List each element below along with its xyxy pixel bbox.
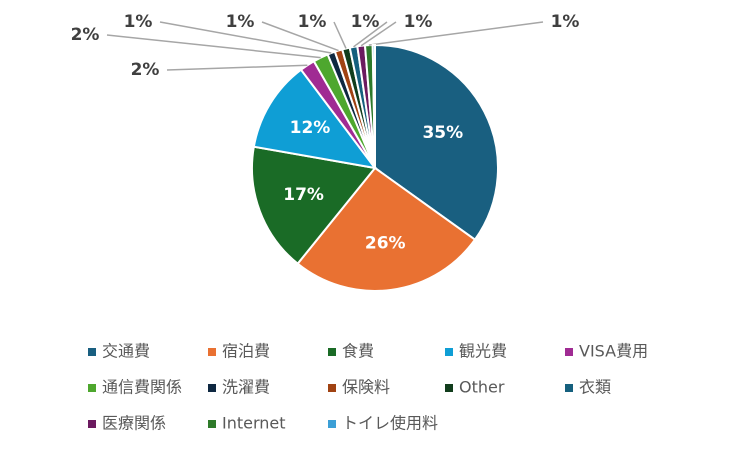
legend-label: 衣類 bbox=[579, 378, 611, 397]
legend-marker bbox=[208, 384, 216, 392]
leader-line bbox=[166, 64, 308, 71]
pie-slice bbox=[251, 145, 377, 266]
legend-marker bbox=[88, 420, 96, 428]
legend-label: 通信費関係 bbox=[102, 378, 182, 397]
legend-marker bbox=[88, 384, 96, 392]
legend-marker bbox=[445, 348, 453, 356]
legend-marker bbox=[565, 384, 573, 392]
leader-line bbox=[159, 21, 332, 54]
data-label: 2% bbox=[131, 60, 160, 80]
data-label: 35% bbox=[422, 123, 463, 143]
pie-slice bbox=[252, 68, 378, 170]
legend-label: VISA費用 bbox=[579, 342, 648, 361]
leader-line bbox=[261, 21, 339, 52]
leader-line bbox=[353, 21, 388, 48]
legend-marker bbox=[208, 420, 216, 428]
legend-label: 医療関係 bbox=[102, 414, 166, 433]
leader-line bbox=[368, 21, 544, 46]
legend-marker bbox=[208, 348, 216, 356]
legend-label: 観光費 bbox=[459, 342, 507, 361]
data-label: 1% bbox=[551, 12, 580, 32]
pie-slice bbox=[296, 166, 477, 292]
data-label: 1% bbox=[226, 12, 255, 32]
data-label: 1% bbox=[298, 12, 327, 32]
legend-label: 洗濯費 bbox=[222, 378, 270, 397]
legend-label: トイレ使用料 bbox=[342, 414, 438, 433]
legend-marker bbox=[328, 348, 336, 356]
legend-label: 宿泊費 bbox=[222, 342, 270, 361]
legend-label: 保険料 bbox=[342, 378, 390, 397]
data-label: 12% bbox=[290, 118, 331, 138]
legend-marker bbox=[445, 384, 453, 392]
data-label: 2% bbox=[71, 25, 100, 45]
pie-slice bbox=[374, 43, 499, 242]
pie-slice bbox=[371, 43, 376, 169]
data-label: 17% bbox=[283, 185, 324, 205]
legend-marker bbox=[328, 384, 336, 392]
leader-line bbox=[106, 34, 321, 59]
legend-label: 食費 bbox=[342, 342, 374, 361]
legend-label: Internet bbox=[222, 414, 286, 433]
data-label: 1% bbox=[351, 12, 380, 32]
legend-marker bbox=[328, 420, 336, 428]
data-label: 26% bbox=[365, 234, 406, 254]
legend-marker bbox=[565, 348, 573, 356]
legend-label: Other bbox=[459, 378, 505, 397]
data-label: 1% bbox=[404, 12, 433, 32]
legend-label: 交通費 bbox=[102, 342, 150, 361]
legend-marker bbox=[88, 348, 96, 356]
data-label: 1% bbox=[124, 12, 153, 32]
leader-line bbox=[360, 21, 397, 47]
leader-line bbox=[333, 21, 347, 49]
